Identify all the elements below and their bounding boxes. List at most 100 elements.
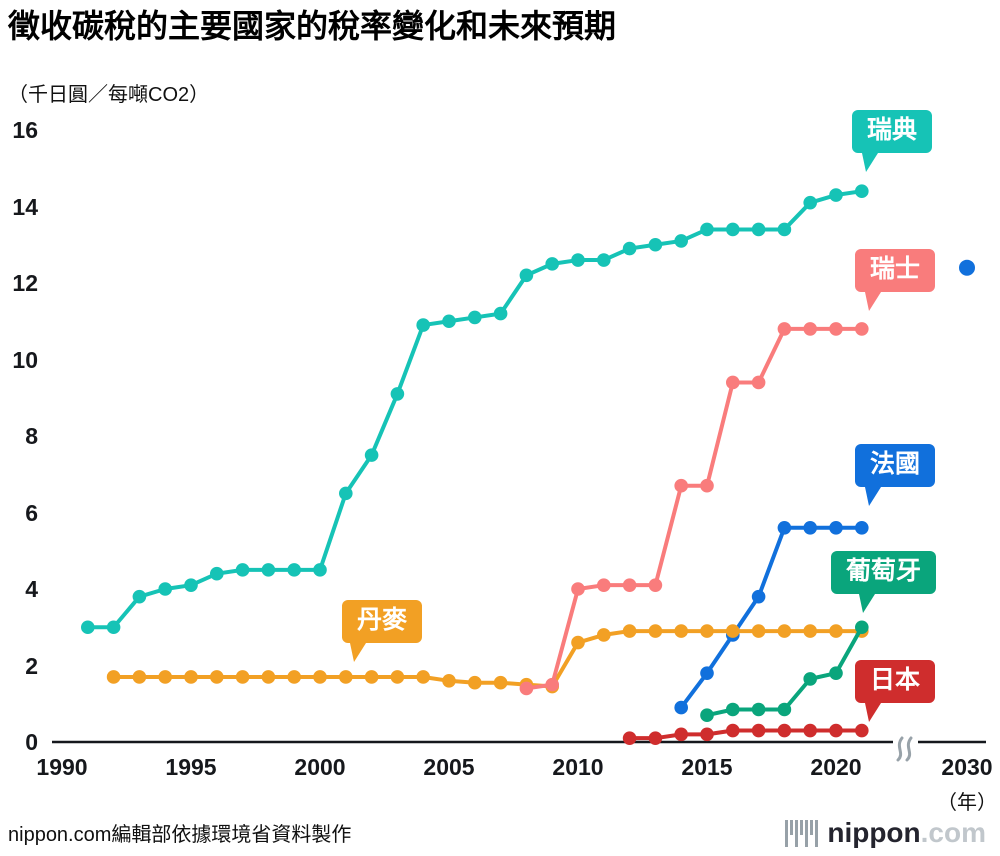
denmark-point [700,624,714,638]
axis-break-gap [893,735,918,749]
switzerland-point [622,578,637,592]
sweden-point [493,306,508,321]
denmark-point [364,670,379,684]
denmark-point [777,624,792,638]
y-axis-unit-label: （千日圓／每噸CO2） [8,84,210,106]
series-label-switzerland-text: 瑞士 [870,255,921,283]
series-label-portugal: 葡萄牙 [831,551,937,613]
denmark-point [648,624,663,638]
nippon-logo-bars-icon [785,819,819,847]
france-point [855,521,869,535]
japan-point [648,731,663,745]
denmark-point [468,675,482,690]
nippon-logo-text: nippon.com [827,817,986,848]
portugal-point [700,708,714,723]
france-forecast-point [959,259,975,276]
sweden-point [700,222,714,237]
source-note: nippon.com編輯部依據環境省資料製作 [8,824,352,846]
axis-break-icon [896,736,904,762]
series-label-denmark-text: 丹麥 [357,606,408,634]
switzerland-point [855,322,869,336]
y-tick-label: 2 [25,652,38,679]
sweden-point [803,195,817,210]
sweden-point [390,387,405,401]
denmark-point [751,624,766,638]
series-label-france: 法國 [855,444,936,506]
japan-point [674,727,688,742]
denmark-point [313,670,327,684]
denmark-point [442,674,456,688]
sweden-point [442,314,456,329]
y-tick-label: 8 [25,423,38,449]
series-label-japan-text: 日本 [870,666,921,694]
x-axis-year-label: （年） [937,792,997,814]
series-label-portugal-text: 葡萄牙 [846,557,922,585]
y-tick-label: 4 [25,576,38,602]
japan-point [726,723,740,738]
sweden-point [597,253,611,267]
sweden-point [545,257,559,271]
y-tick-label: 0 [25,729,38,755]
japan-line [629,728,862,741]
y-tick-label: 6 [25,499,38,526]
switzerland-point [803,322,817,336]
sweden-point [416,318,431,332]
switzerland-point [545,677,559,692]
switzerland-point [751,375,766,390]
x-tick-label: 2030 [941,754,993,780]
x-tick-label: 2005 [423,754,475,780]
japan-point [855,723,869,738]
portugal-point [726,702,740,717]
portugal-point [829,666,843,680]
sweden-point [158,582,172,596]
france-point [674,700,688,715]
switzerland-point [700,478,714,493]
france-point [829,521,843,535]
france-point [777,521,792,535]
denmark-point [261,670,276,684]
series-label-japan: 日本 [855,660,936,722]
switzerland-point [519,681,534,696]
axis-break-icon [905,736,913,762]
japan-point [803,723,817,738]
denmark-point [493,675,508,690]
denmark-point [287,670,302,684]
x-tick-label: 2020 [810,754,862,780]
y-tick-label: 12 [12,270,38,296]
nippon-com-logo: nippon.com [785,817,986,849]
sweden-point [313,563,327,577]
denmark-point [235,670,250,684]
x-tick-label: 1995 [165,754,217,780]
denmark-point [571,635,585,650]
sweden-point [287,563,302,577]
series-label-switzerland: 瑞士 [855,249,936,311]
switzerland-point [648,578,663,592]
portugal-point [751,702,766,717]
switzerland-point [597,578,611,592]
sweden-point [184,578,198,592]
sweden-point [261,563,276,577]
sweden-point [751,222,766,237]
sweden-point [622,241,637,256]
sweden-point [674,234,688,248]
denmark-point [106,670,121,684]
sweden-point [339,486,353,501]
denmark-point [803,624,817,638]
sweden-point [81,620,95,635]
sweden-point [132,589,147,604]
series-label-sweden: 瑞典 [852,110,933,172]
denmark-point [390,670,405,684]
switzerland-point [674,478,688,493]
sweden-point [235,563,250,577]
sweden-point [777,222,792,237]
sweden-point [106,620,121,635]
denmark-line [113,629,862,689]
sweden-point [571,253,585,267]
france-point [803,521,817,535]
chart-title: 徵收碳稅的主要國家的稅率變化和未來預期 [8,8,617,44]
sweden-point [829,188,843,202]
sweden-point [726,222,740,237]
denmark-point [158,670,172,684]
sweden-point [855,184,869,198]
